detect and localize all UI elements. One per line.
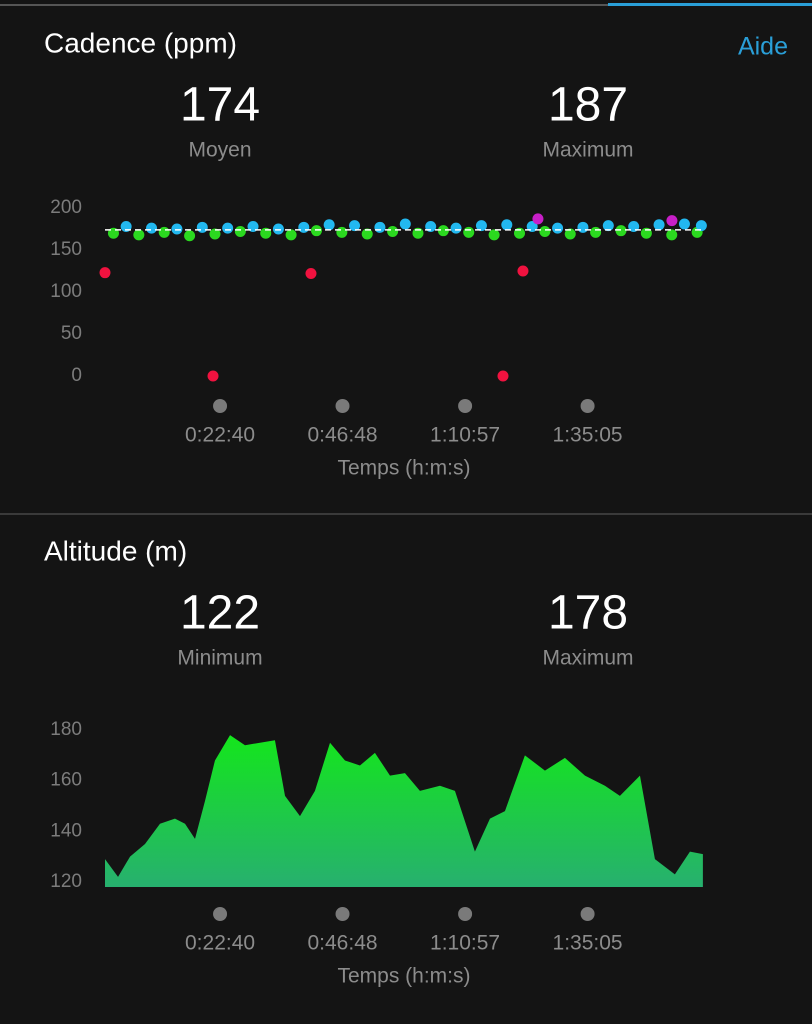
data-point <box>437 225 449 237</box>
x-tick-mark <box>458 907 473 921</box>
data-point <box>207 370 219 382</box>
data-point <box>602 220 614 232</box>
data-point <box>552 222 564 234</box>
x-tick-label: 1:35:05 <box>553 424 623 447</box>
data-point <box>323 219 335 231</box>
x-tick-label: 1:35:05 <box>553 932 623 955</box>
y-tick-label: 180 <box>50 719 82 740</box>
data-point <box>171 223 183 235</box>
y-tick-label: 150 <box>50 239 82 260</box>
y-tick-label: 200 <box>50 197 82 218</box>
data-point <box>99 267 111 279</box>
data-point <box>298 221 310 233</box>
stat-value: 187 <box>548 79 628 132</box>
stat-label: Maximum <box>542 647 633 670</box>
data-point <box>336 226 348 238</box>
data-point <box>488 229 500 241</box>
y-tick-label: 50 <box>61 323 82 344</box>
x-tick-mark <box>580 399 595 413</box>
top-bar <box>0 4 812 6</box>
data-point <box>615 225 627 237</box>
data-point <box>695 220 707 232</box>
divider <box>0 513 812 515</box>
data-point <box>133 229 145 241</box>
top-bar-active <box>608 3 812 6</box>
y-tick-label: 160 <box>50 770 82 791</box>
x-tick-label: 1:10:57 <box>430 424 500 447</box>
y-tick-label: 140 <box>50 820 82 841</box>
data-point <box>146 222 158 234</box>
data-point <box>222 222 234 234</box>
stat-value: 178 <box>548 587 628 640</box>
data-point <box>564 228 576 240</box>
data-point <box>678 218 690 230</box>
data-point <box>475 220 487 232</box>
chart-title: Altitude (m) <box>44 535 187 566</box>
data-point <box>539 226 551 238</box>
x-tick-mark <box>213 907 228 921</box>
data-point <box>501 219 513 231</box>
data-point <box>349 220 361 232</box>
data-point <box>305 268 317 280</box>
stat-value: 122 <box>180 587 260 640</box>
data-point <box>234 226 246 238</box>
data-point <box>387 226 399 238</box>
data-point <box>285 229 297 241</box>
data-point <box>590 226 602 238</box>
x-axis-title: Temps (h:m:s) <box>337 457 470 480</box>
data-point <box>158 226 170 238</box>
y-tick-label: 120 <box>50 871 82 892</box>
x-tick-label: 0:46:48 <box>307 932 377 955</box>
x-tick-label: 0:22:40 <box>185 932 255 955</box>
y-tick-label: 100 <box>50 281 82 302</box>
data-point <box>532 213 544 225</box>
stat-label: Minimum <box>177 647 262 670</box>
x-tick-label: 1:10:57 <box>430 932 500 955</box>
data-point <box>653 219 665 231</box>
x-tick-mark <box>335 907 350 921</box>
x-tick-label: 0:46:48 <box>307 424 377 447</box>
help-link[interactable]: Aide <box>738 33 788 61</box>
y-tick-label: 0 <box>71 365 82 386</box>
x-tick-label: 0:22:40 <box>185 424 255 447</box>
data-point <box>399 218 411 230</box>
data-point <box>517 265 529 277</box>
data-point <box>310 225 322 237</box>
stat-label: Moyen <box>188 139 251 162</box>
data-point <box>577 221 589 233</box>
data-point <box>450 222 462 234</box>
data-point <box>666 215 678 227</box>
x-tick-mark <box>458 399 473 413</box>
data-point <box>666 229 678 241</box>
data-point <box>463 226 475 238</box>
data-point <box>196 221 208 233</box>
x-tick-mark <box>580 907 595 921</box>
data-point <box>272 223 284 235</box>
data-point <box>361 228 373 240</box>
data-point <box>184 230 196 242</box>
area <box>105 735 703 887</box>
data-point <box>497 370 509 382</box>
stat-label: Maximum <box>542 139 633 162</box>
data-point <box>374 221 386 233</box>
x-tick-mark <box>213 399 228 413</box>
chart-title: Cadence (ppm) <box>44 27 237 58</box>
x-tick-mark <box>335 399 350 413</box>
data-point <box>209 228 221 240</box>
x-axis-title: Temps (h:m:s) <box>337 965 470 988</box>
stat-value: 174 <box>180 79 260 132</box>
